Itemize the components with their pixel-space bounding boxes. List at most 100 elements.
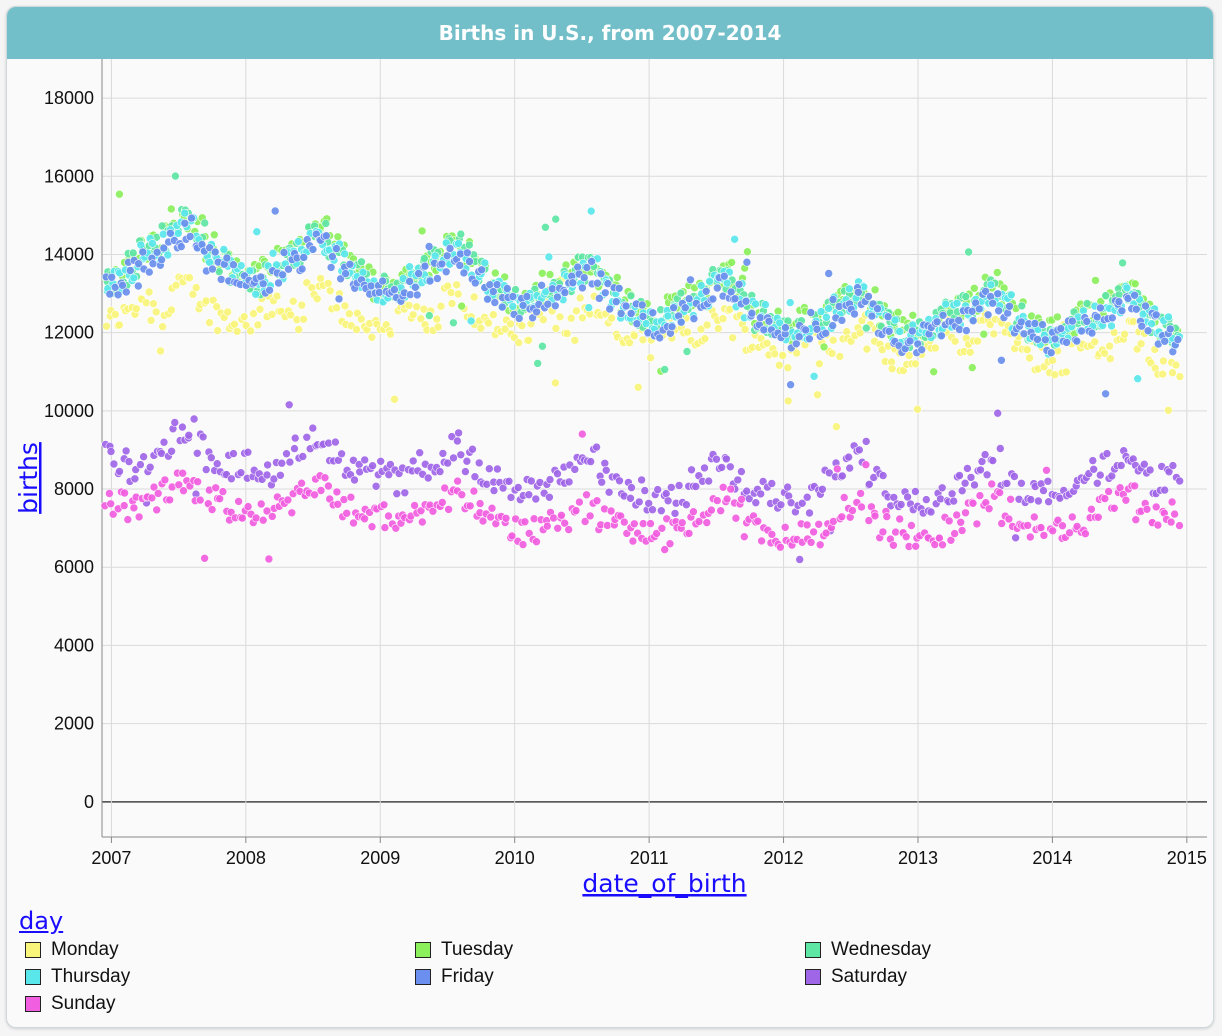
point-friday	[974, 304, 984, 314]
legend-item-thursday[interactable]: Thursday	[25, 966, 130, 988]
point-friday	[708, 294, 718, 304]
point-saturday	[277, 458, 287, 468]
point-sunday	[950, 529, 959, 538]
legend-item-wednesday[interactable]: Wednesday	[805, 939, 931, 961]
y-tick-label: 2000	[54, 714, 94, 734]
point-friday	[954, 316, 964, 325]
point-thursday	[809, 371, 819, 381]
point-sunday	[961, 508, 970, 518]
point-monday	[1105, 341, 1114, 351]
point-friday	[1056, 324, 1066, 333]
point-monday	[911, 359, 920, 369]
legend-label: Monday	[51, 939, 119, 960]
point-saturday	[553, 469, 562, 479]
point-friday	[994, 306, 1003, 316]
point-saturday	[545, 492, 554, 502]
point-friday	[550, 301, 560, 311]
y-tick-label: 0	[84, 792, 94, 812]
point-saturday	[489, 486, 499, 495]
point-friday	[187, 213, 196, 223]
point-sunday	[702, 518, 712, 527]
legend-item-monday[interactable]: Monday	[25, 939, 119, 961]
point-monday	[562, 329, 572, 338]
y-axis-title[interactable]: births	[14, 442, 43, 514]
point-thursday	[1122, 283, 1132, 293]
point-tuesday	[908, 310, 918, 320]
point-wednesday	[551, 214, 561, 224]
point-sunday	[972, 519, 982, 529]
point-wednesday	[1017, 301, 1027, 311]
point-friday	[180, 219, 190, 228]
point-monday	[700, 334, 710, 344]
point-friday	[420, 261, 430, 271]
point-thursday	[294, 237, 303, 246]
point-wednesday	[682, 347, 692, 356]
legend-item-tuesday[interactable]: Tuesday	[415, 939, 513, 961]
point-saturday	[674, 481, 684, 490]
x-axis-title[interactable]: date_of_birth	[582, 869, 746, 898]
point-friday	[321, 231, 331, 240]
point-friday	[712, 283, 722, 293]
point-friday	[600, 288, 610, 298]
point-tuesday	[210, 230, 219, 240]
legend-title[interactable]: day	[19, 907, 64, 935]
point-sunday	[243, 502, 253, 511]
point-friday	[764, 316, 774, 326]
point-friday	[605, 304, 615, 314]
point-saturday	[1116, 461, 1126, 470]
point-sunday	[437, 498, 447, 507]
scatter-plot[interactable]: 0 2000 4000 6000 8000 10000 12000 14000 16000 180…	[7, 7, 1213, 907]
point-friday	[522, 292, 532, 301]
point-monday	[312, 294, 322, 304]
point-thursday	[159, 229, 168, 239]
point-friday	[177, 242, 186, 251]
point-saturday	[493, 464, 502, 474]
point-monday	[887, 364, 897, 374]
point-friday	[1132, 304, 1141, 314]
point-sunday	[457, 490, 467, 500]
point-sunday	[1167, 497, 1177, 507]
point-sunday	[256, 499, 266, 509]
point-sunday	[737, 494, 746, 504]
point-thursday	[508, 301, 518, 311]
point-friday	[508, 292, 518, 301]
point-friday	[1082, 317, 1092, 326]
point-saturday	[570, 465, 580, 474]
legend-swatch	[415, 969, 431, 985]
point-wednesday	[321, 219, 331, 228]
point-friday	[593, 278, 602, 288]
point-sunday	[165, 495, 174, 505]
point-friday	[1143, 326, 1153, 336]
x-tick-label: 2011	[630, 848, 669, 868]
point-tuesday	[819, 342, 829, 352]
point-sunday	[501, 513, 511, 523]
point-sunday	[487, 503, 497, 513]
point-tuesday	[743, 247, 752, 256]
point-sunday	[297, 478, 306, 488]
point-wednesday	[1118, 258, 1127, 268]
point-monday	[774, 360, 784, 370]
chart-title: Births in U.S., from 2007-2014	[7, 7, 1213, 59]
point-sunday	[911, 541, 921, 551]
point-friday	[801, 325, 811, 335]
legend-item-sunday[interactable]: Sunday	[25, 993, 115, 1015]
point-friday	[490, 298, 500, 307]
point-sunday	[802, 520, 812, 530]
legend-item-saturday[interactable]: Saturday	[805, 966, 907, 988]
point-friday	[837, 316, 847, 325]
point-saturday	[1011, 533, 1020, 543]
point-friday	[1087, 328, 1097, 338]
point-monday	[827, 349, 837, 358]
x-tick-label: 2014	[1032, 848, 1072, 868]
point-sunday	[267, 512, 277, 521]
point-saturday	[1145, 465, 1155, 475]
point-friday	[828, 295, 838, 304]
point-sunday	[1153, 520, 1163, 530]
point-monday	[713, 324, 723, 333]
point-sunday	[417, 517, 427, 527]
point-tuesday	[537, 268, 547, 278]
legend-item-friday[interactable]: Friday	[415, 966, 494, 988]
point-monday	[146, 316, 156, 325]
point-tuesday	[417, 226, 427, 236]
point-thursday	[586, 206, 596, 216]
